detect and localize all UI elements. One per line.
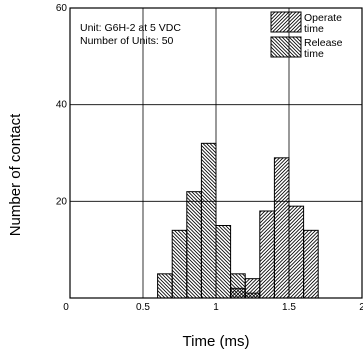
bar-operate-5 — [303, 229, 319, 299]
x-tick-label-3: 1.5 — [282, 302, 296, 313]
bar-release-2 — [186, 191, 202, 299]
y-axis-title: Number of contact — [7, 113, 24, 236]
y-tick-label-3: 60 — [56, 3, 68, 14]
y-tick-label-1: 20 — [56, 196, 68, 207]
x-tick-label-2: 1 — [213, 302, 219, 313]
histogram-bars — [157, 142, 319, 299]
x-tick-label-1: 0.5 — [136, 302, 150, 313]
bar-operate-2 — [259, 210, 275, 299]
bar-release-1 — [171, 229, 188, 299]
bar-release-0 — [157, 273, 173, 299]
legend-swatch-release — [270, 36, 302, 58]
bar-operate-4 — [288, 205, 305, 299]
plot-frame — [69, 7, 363, 299]
y-tick-label-2: 40 — [56, 100, 68, 111]
legend-label-release-2: time — [304, 48, 324, 60]
x-axis-title: Time (ms) — [183, 333, 250, 350]
bar-operate-3 — [273, 157, 290, 299]
bar-operate-0 — [230, 287, 246, 299]
annotation-unit: Unit: G6H-2 at 5 VDC — [80, 22, 181, 34]
legend-label-operate-2: time — [304, 23, 324, 35]
bar-operate-1 — [244, 278, 261, 299]
x-tick-label-0: 0 — [63, 302, 69, 313]
bar-release-4 — [215, 225, 232, 299]
legend-label-operate-1: Operate — [304, 12, 342, 24]
legend-swatch-operate — [270, 11, 302, 33]
legend-label-release-1: Release — [304, 37, 343, 49]
annotation-count: Number of Units: 50 — [80, 35, 174, 47]
bar-release-3 — [200, 142, 217, 299]
x-tick-label-4: 2 — [359, 302, 363, 313]
legend: Operate time Release time — [270, 11, 343, 60]
tick-labels: 0 0.5 1 1.5 2 20 40 60 — [56, 3, 363, 313]
